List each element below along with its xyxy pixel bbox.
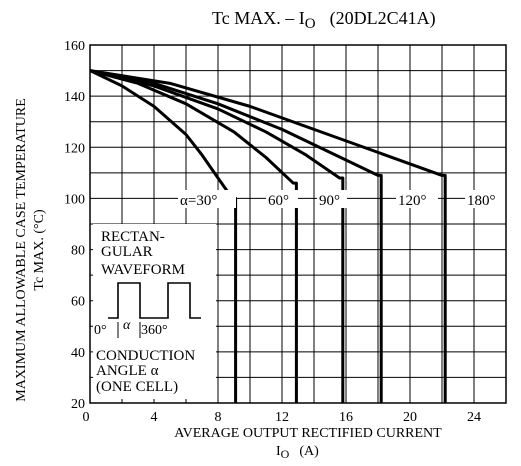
waveform-inset: RECTAN- GULAR WAVEFORM 0° α 360° CONDUCT… bbox=[93, 224, 216, 399]
y-axis-label: MAXIMUM ALLOWABLE CASE TEMPERATURE bbox=[14, 98, 29, 401]
label-bg-120 bbox=[396, 190, 438, 208]
x-tick-label: 4 bbox=[151, 410, 158, 425]
series-label-120: 120° bbox=[398, 193, 427, 209]
inset-line4: CONDUCTION bbox=[96, 348, 195, 364]
series-line-3 bbox=[89, 69, 383, 403]
y-axis-unit: Tc MAX. (°C) bbox=[32, 209, 47, 291]
waveform-pulse bbox=[108, 282, 201, 319]
chart-title: Tc MAX. – IO (20DL2C41A) bbox=[212, 8, 436, 32]
x-tick-label: 16 bbox=[339, 410, 353, 425]
series-label-90: 90° bbox=[319, 193, 340, 209]
y-tick-label: 20 bbox=[71, 397, 85, 412]
grid bbox=[90, 45, 506, 403]
y-tick-label: 120 bbox=[64, 141, 85, 156]
x-tick-label: 8 bbox=[215, 410, 222, 425]
y-tick-label: 60 bbox=[71, 295, 85, 310]
x-tick-label: 24 bbox=[467, 410, 481, 425]
inset-label-0deg: 0° bbox=[94, 323, 107, 338]
inset-line5: ANGLE α bbox=[96, 363, 159, 379]
series-line-4 bbox=[89, 69, 447, 403]
y-tick-label: 100 bbox=[64, 192, 85, 207]
x-axis-unit: IO (A) bbox=[276, 444, 319, 461]
label-bg-90 bbox=[317, 190, 347, 208]
label-bg-60 bbox=[266, 190, 298, 208]
x-tick-label: 0 bbox=[83, 410, 90, 425]
x-tick-labels: 0 4 8 12 16 20 24 bbox=[83, 410, 482, 425]
series-lines bbox=[89, 69, 447, 403]
inset-background bbox=[93, 224, 216, 399]
plot-frame bbox=[89, 44, 507, 404]
inset-line6: (ONE CELL) bbox=[96, 379, 178, 395]
y-tick-label: 160 bbox=[64, 39, 85, 54]
inset-line3: WAVEFORM bbox=[101, 262, 185, 278]
series-label-60: 60° bbox=[268, 193, 289, 209]
y-tick-labels: 20 40 60 80 100 120 140 160 bbox=[64, 39, 85, 412]
x-axis-label: AVERAGE OUTPUT RECTIFIED CURRENT bbox=[174, 426, 442, 441]
series-label-180: 180° bbox=[467, 193, 496, 209]
series-label-30: α=30° bbox=[180, 193, 217, 209]
y-tick-label: 40 bbox=[71, 346, 85, 361]
inset-line1: RECTAN- bbox=[101, 229, 165, 245]
y-tick-label: 80 bbox=[71, 244, 85, 259]
inset-label-alpha: α bbox=[123, 318, 131, 333]
x-tick-label: 20 bbox=[403, 410, 417, 425]
label-bg-180 bbox=[465, 190, 507, 208]
inset-line2: GULAR bbox=[101, 244, 153, 260]
series-line-1 bbox=[89, 69, 298, 403]
inset-label-360deg: 360° bbox=[141, 323, 168, 338]
series-line-2 bbox=[89, 69, 345, 403]
x-tick-label: 12 bbox=[275, 410, 289, 425]
y-tick-label: 140 bbox=[64, 90, 85, 105]
label-bg-30 bbox=[178, 190, 236, 208]
